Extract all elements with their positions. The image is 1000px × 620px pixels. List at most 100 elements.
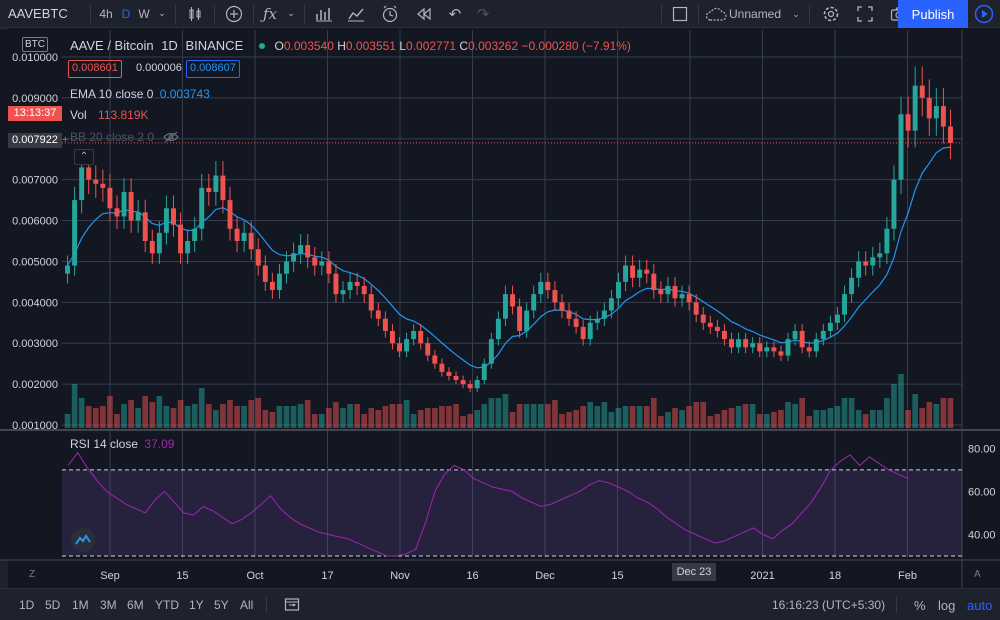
log-toggle[interactable]: log: [938, 598, 956, 613]
range-all[interactable]: All: [240, 598, 254, 612]
volume-bar: [756, 414, 763, 428]
bb-legend[interactable]: BB 20 close 2 0: [70, 129, 180, 144]
volume-bar: [481, 404, 488, 428]
rsi-band-fill: [62, 469, 962, 556]
crosshair-time-label: Dec 23: [672, 563, 716, 581]
candle-body: [771, 347, 777, 352]
close-label: C: [459, 39, 469, 53]
range-1m[interactable]: 1M: [72, 598, 89, 612]
volume-bar: [834, 406, 841, 428]
low-value: 0.002771: [406, 39, 457, 53]
candle-body: [305, 245, 311, 258]
volume-bar: [460, 416, 466, 428]
symbol-search[interactable]: AAVEBTC: [8, 6, 68, 21]
replay-icon[interactable]: [407, 0, 441, 28]
candle-body: [884, 228, 890, 254]
volume-bar: [545, 404, 551, 428]
volume-legend[interactable]: Vol 113.819K: [70, 108, 149, 122]
divider: [90, 4, 91, 23]
volume-bar: [672, 408, 678, 428]
fullscreen-square-icon[interactable]: [666, 0, 694, 28]
rsi-legend[interactable]: RSI 14 close 37.09: [70, 437, 174, 451]
auto-toggle[interactable]: auto: [967, 598, 993, 613]
volume-bar: [933, 404, 940, 428]
candle-body: [552, 290, 558, 303]
volume-bar: [622, 406, 629, 428]
volume-bar: [467, 414, 473, 428]
candle-body: [425, 343, 431, 356]
candle-body: [269, 281, 275, 291]
settings-gear-icon[interactable]: [814, 0, 848, 28]
range-6m[interactable]: 6M: [127, 598, 144, 612]
currency-label[interactable]: BTC: [22, 37, 48, 52]
collapse-legend-icon[interactable]: ⌃: [74, 149, 94, 165]
time-tick-label: 18: [829, 570, 841, 582]
publish-button[interactable]: Publish: [898, 0, 968, 28]
volume-bar: [573, 410, 579, 428]
axis-a-icon[interactable]: A: [974, 569, 981, 580]
candle-body: [559, 302, 565, 311]
zoom-z-icon[interactable]: Z: [29, 569, 36, 580]
financials-icon[interactable]: [339, 0, 373, 28]
candle-body: [736, 339, 742, 348]
candle-body: [502, 294, 508, 319]
clock-timezone[interactable]: 16:16:23 (UTC+5:30): [772, 598, 886, 612]
rsi-label: RSI 14 close: [70, 437, 139, 451]
add-indicator-icon[interactable]: [219, 0, 249, 28]
play-icon[interactable]: [968, 0, 1000, 28]
ema-label: EMA 10 close 0: [70, 87, 154, 101]
volume-bar: [304, 400, 311, 428]
candle-body: [121, 191, 127, 217]
sell-price-box[interactable]: 0.008601: [68, 60, 122, 78]
rsi-value: 37.09: [144, 437, 175, 451]
calendar-range-icon[interactable]: [284, 596, 300, 615]
range-1y[interactable]: 1Y: [189, 598, 204, 612]
candle-body: [411, 330, 417, 340]
layout-name[interactable]: Unnamed: [729, 7, 782, 21]
layout-dropdown-icon[interactable]: ⌄: [792, 8, 800, 19]
volume-label: Vol: [70, 108, 87, 122]
candles-icon[interactable]: [180, 0, 210, 28]
range-3m[interactable]: 3M: [100, 598, 117, 612]
buy-price-box[interactable]: 0.008607: [186, 60, 240, 78]
pair-name[interactable]: AAVE / Bitcoin: [70, 38, 154, 53]
volume-bar: [785, 402, 791, 428]
fx-icon[interactable]: ƒx: [262, 4, 277, 23]
interval-d[interactable]: D: [121, 6, 131, 21]
hidden-eye-icon[interactable]: [163, 131, 180, 143]
fullscreen-icon[interactable]: [848, 0, 882, 28]
candle-body: [361, 285, 367, 295]
indicators-dropdown-icon[interactable]: ⌄: [287, 8, 295, 18]
range-1d[interactable]: 1D: [19, 598, 35, 612]
range-5d[interactable]: 5D: [45, 598, 61, 612]
alert-clock-icon[interactable]: [373, 0, 407, 28]
range-5y[interactable]: 5Y: [214, 598, 229, 612]
chart-background: [0, 30, 1000, 560]
candle-body: [517, 306, 523, 331]
volume-bar: [255, 398, 262, 428]
candle-body: [142, 212, 148, 241]
ema-legend[interactable]: EMA 10 close 0 0.003743: [70, 87, 210, 101]
volume-bar: [142, 396, 149, 428]
volume-bar: [799, 398, 805, 428]
compare-bars-icon[interactable]: [309, 0, 339, 28]
undo-icon[interactable]: ↶: [448, 5, 462, 23]
redo-icon[interactable]: ↷: [476, 5, 490, 23]
interval-dropdown-icon[interactable]: ⌄: [158, 8, 166, 18]
price-tick-label: 0.010000: [12, 52, 58, 64]
volume-bar: [396, 404, 403, 428]
price-chart[interactable]: 0.0100000.0090000.0080000.0070000.006000…: [0, 0, 1000, 588]
volume-bar: [516, 404, 523, 428]
interval-w[interactable]: W: [138, 6, 150, 21]
percent-toggle[interactable]: %: [914, 598, 926, 613]
volume-bar: [220, 404, 226, 428]
candle-body: [933, 106, 939, 119]
volume-bar: [530, 404, 537, 428]
candle-body: [340, 290, 346, 295]
range-ytd[interactable]: YTD: [155, 598, 179, 612]
candle-body: [531, 294, 537, 311]
volume-bar: [439, 406, 445, 428]
candle-body: [580, 326, 586, 340]
interval-4h[interactable]: 4h: [99, 6, 113, 21]
tradingview-logo-icon[interactable]: [71, 528, 95, 552]
